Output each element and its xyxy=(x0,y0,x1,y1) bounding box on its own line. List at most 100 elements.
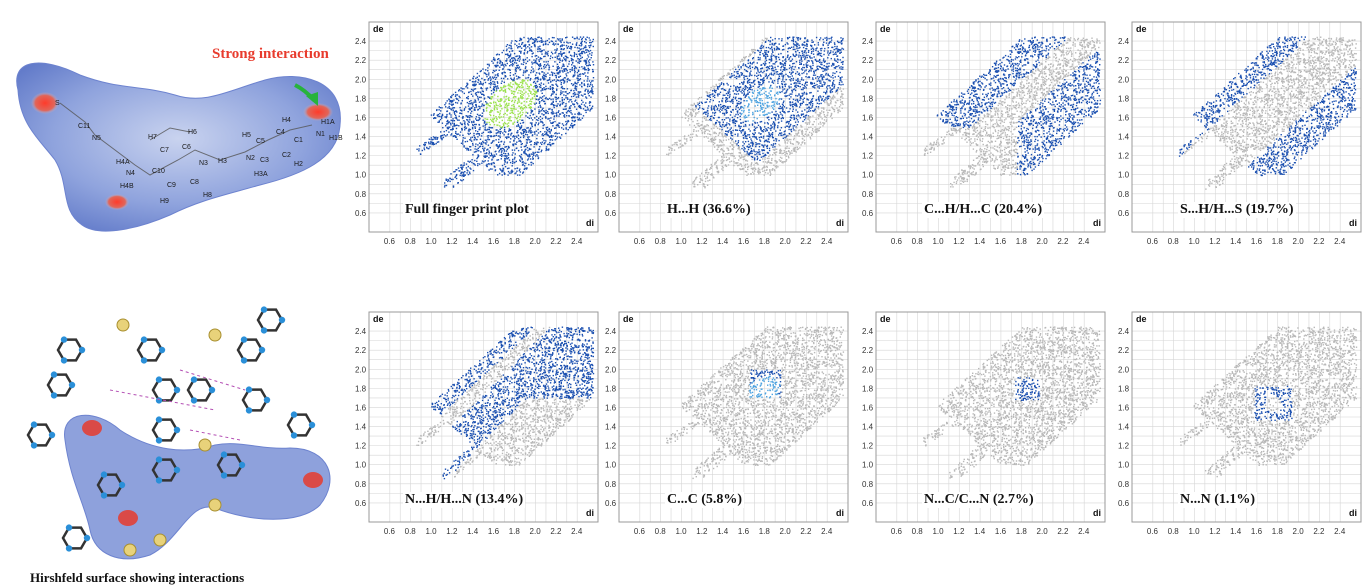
point-highlight xyxy=(497,174,499,176)
point-highlight xyxy=(546,98,548,100)
point-highlight xyxy=(469,139,471,141)
nitrogen-atom xyxy=(260,306,268,313)
point-highlight xyxy=(760,84,763,86)
point-highlight xyxy=(525,144,527,146)
point-highlight xyxy=(766,77,768,79)
x-tick-label: 1.6 xyxy=(488,237,500,246)
point-background xyxy=(745,153,748,155)
point-highlight xyxy=(542,40,544,43)
point-highlight xyxy=(552,142,554,145)
point-highlight xyxy=(468,115,470,117)
point-background xyxy=(715,125,717,128)
nitrogen-atom xyxy=(278,316,286,324)
point-highlight xyxy=(744,132,747,134)
point-highlight xyxy=(450,119,452,121)
point-highlight xyxy=(801,95,803,97)
point-background xyxy=(739,163,741,165)
point-highlight xyxy=(504,112,506,115)
point-highlight xyxy=(514,83,517,85)
point-highlight xyxy=(585,39,587,41)
point-highlight xyxy=(745,141,747,143)
point-highlight xyxy=(519,174,521,176)
point-highlight xyxy=(484,160,486,162)
point-background xyxy=(794,147,796,149)
point-highlight xyxy=(482,84,484,86)
point-highlight xyxy=(518,60,521,62)
point-background xyxy=(834,91,837,93)
point-highlight xyxy=(462,116,464,118)
point-highlight xyxy=(746,70,749,73)
point-background xyxy=(763,166,765,169)
point-highlight xyxy=(733,119,735,122)
point-highlight xyxy=(522,94,524,96)
point-highlight xyxy=(497,87,499,89)
point-highlight xyxy=(762,144,764,147)
point-highlight xyxy=(795,84,797,86)
point-highlight xyxy=(486,155,488,157)
point-highlight xyxy=(538,47,540,50)
fingerprint-plot-canvas: 0.6 0.8 1.0 1.2 1.4 1.6 1.8 2.0 2.2 2.42.42.22.01… xyxy=(355,21,599,246)
point-background xyxy=(726,159,729,161)
point-highlight xyxy=(782,104,784,107)
sulfur-atom xyxy=(208,328,222,342)
point-background xyxy=(718,146,720,148)
point-background xyxy=(708,172,710,174)
point-background xyxy=(701,120,704,123)
point-highlight xyxy=(532,151,534,154)
point-highlight xyxy=(554,120,556,123)
point-highlight xyxy=(765,53,767,55)
point-highlight xyxy=(740,67,742,69)
point-background xyxy=(740,156,743,158)
point-highlight xyxy=(743,116,745,118)
point-highlight xyxy=(725,110,728,112)
point-highlight xyxy=(583,46,586,48)
point-highlight xyxy=(750,151,752,153)
point-highlight xyxy=(531,53,533,55)
point-highlight xyxy=(573,103,576,106)
point-highlight xyxy=(448,121,451,123)
point-highlight xyxy=(723,119,726,121)
point-highlight xyxy=(545,61,547,63)
point-highlight xyxy=(463,109,465,111)
point-background xyxy=(778,152,781,154)
point-highlight xyxy=(552,100,554,102)
point-highlight xyxy=(579,55,582,57)
point-highlight xyxy=(580,103,583,105)
point-highlight xyxy=(548,66,551,68)
point-highlight xyxy=(744,105,746,107)
point-highlight xyxy=(840,84,842,86)
point-highlight xyxy=(759,47,761,49)
point-background xyxy=(786,145,788,148)
point-highlight xyxy=(498,121,501,124)
point-highlight xyxy=(543,124,545,126)
point-highlight xyxy=(526,98,528,100)
point-highlight xyxy=(797,49,799,52)
point-highlight xyxy=(530,106,532,108)
point-highlight xyxy=(566,97,569,99)
point-highlight xyxy=(468,108,471,111)
point-highlight xyxy=(498,138,500,141)
point-highlight xyxy=(776,47,779,49)
nitrogen-atom xyxy=(245,407,253,414)
point-highlight xyxy=(511,40,513,42)
point-highlight xyxy=(799,104,802,106)
point-highlight xyxy=(445,102,447,104)
point-background xyxy=(757,170,759,172)
point-highlight xyxy=(557,73,560,75)
point-highlight xyxy=(543,64,546,66)
point-highlight xyxy=(826,86,828,88)
point-highlight xyxy=(530,69,533,72)
point-highlight xyxy=(503,130,506,132)
point-highlight xyxy=(532,81,535,84)
point-highlight xyxy=(514,114,516,116)
point-highlight xyxy=(493,162,495,164)
point-highlight xyxy=(697,103,699,106)
point-highlight xyxy=(525,47,527,49)
point-highlight xyxy=(556,85,559,88)
point-background xyxy=(682,145,684,147)
point-background xyxy=(711,174,713,176)
point-highlight xyxy=(513,95,515,98)
point-highlight xyxy=(577,77,579,80)
point-highlight xyxy=(792,38,795,41)
point-background xyxy=(729,153,732,155)
